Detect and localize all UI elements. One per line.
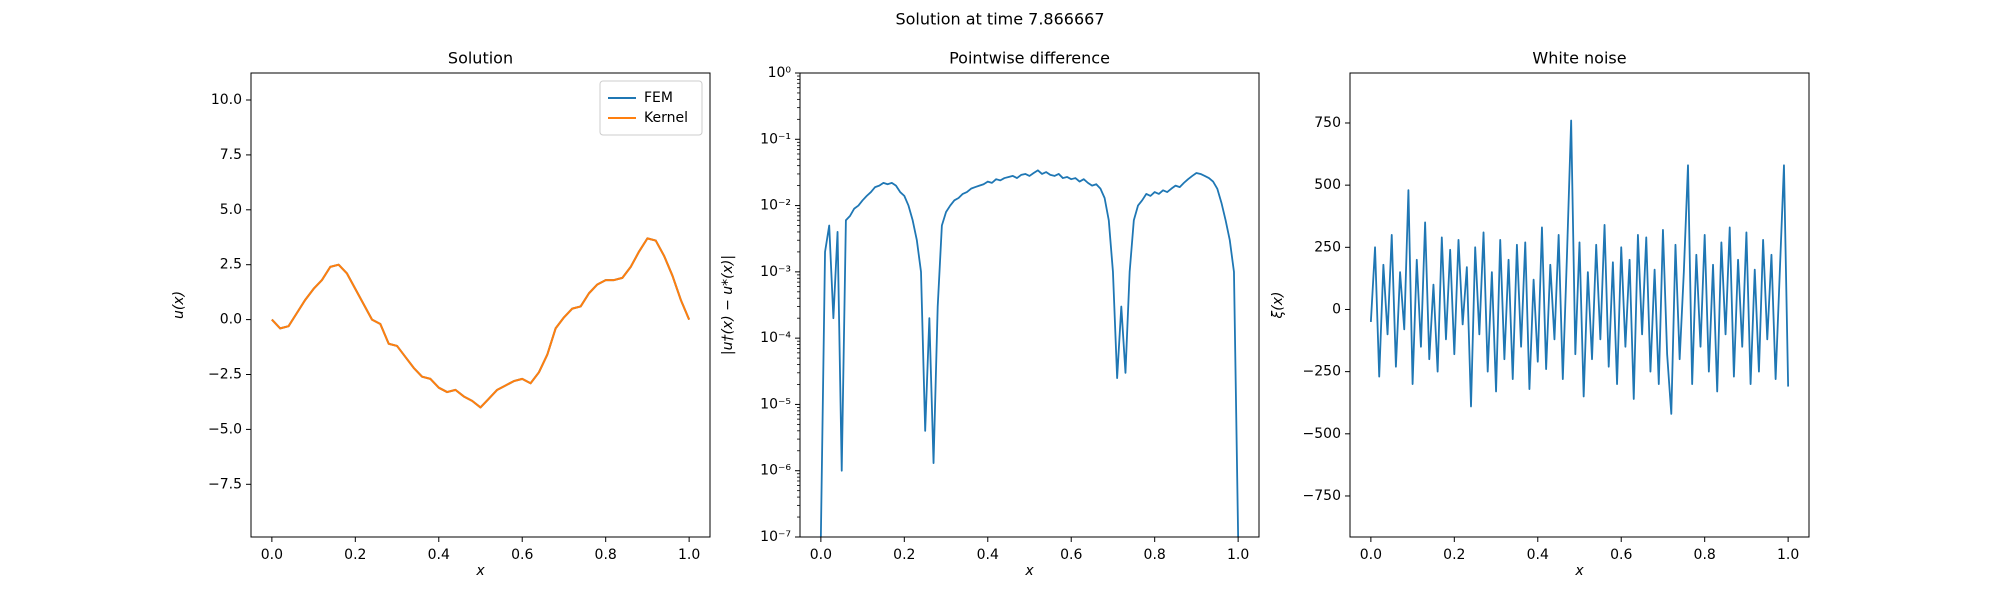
y-axis-label: u(x) (171, 291, 187, 319)
x-tick-label: 1.0 (1777, 547, 1799, 563)
x-tick-label: 0.2 (893, 547, 915, 563)
y-tick-label: −5.0 (208, 421, 242, 437)
y-tick-label: 5.0 (220, 202, 242, 218)
x-tick-label: 0.8 (1694, 547, 1716, 563)
x-tick-label: 0.8 (1144, 547, 1166, 563)
y-axis-label: |u†(x) − u*(x)| (720, 255, 736, 355)
y-tick-label: 0.0 (220, 312, 242, 328)
y-tick-label: 7.5 (220, 147, 242, 163)
x-tick-label: 1.0 (678, 547, 700, 563)
x-tick-label: 0.6 (1610, 547, 1632, 563)
y-tick-label: 10⁻⁶ (760, 463, 791, 479)
legend: FEM Kernel (599, 80, 703, 136)
y-tick-label: 10⁻⁵ (760, 396, 791, 412)
x-tick-label: 0.0 (810, 547, 832, 563)
plot-area (1369, 119, 1790, 415)
plot-area (819, 169, 1240, 537)
y-tick-label: 10⁻¹ (760, 131, 791, 147)
x-tick-label: 0.0 (1360, 547, 1382, 563)
y-tick-label: 250 (1314, 239, 1341, 255)
y-tick-label: 500 (1314, 177, 1341, 193)
y-axis-label: ξ(x) (1270, 291, 1286, 319)
legend-box (599, 80, 703, 136)
x-axis-label: x (1024, 563, 1034, 579)
y-tick-label: −7.5 (208, 476, 242, 492)
x-tick-label: 0.8 (595, 547, 617, 563)
x-tick-label: 0.4 (428, 547, 450, 563)
series-line (271, 237, 691, 409)
axes-frame (250, 72, 711, 538)
y-tick-label: 10⁻² (760, 198, 791, 214)
x-tick-label: 0.4 (1527, 547, 1549, 563)
x-tick-label: 0.2 (344, 547, 366, 563)
subplot: Solution x u(x) 0.0 0.2 0.4 0.6 0.8 1.0 −7.5 −5.0 −… (171, 49, 711, 579)
legend-label: FEM (644, 90, 673, 106)
axes-frame (799, 72, 1260, 538)
y-tick-label: 2.5 (220, 257, 242, 273)
subplot-title: Pointwise difference (949, 49, 1110, 68)
y-tick-label: 10⁰ (768, 65, 792, 81)
x-axis-label: x (475, 563, 485, 579)
x-tick-label: 0.2 (1443, 547, 1465, 563)
x-tick-label: 0.6 (1060, 547, 1082, 563)
data-line (819, 169, 1240, 537)
y-tick-label: −2.5 (208, 367, 242, 383)
figure-title: Solution at time 7.866667 (895, 10, 1104, 29)
y-tick-label: −750 (1303, 488, 1341, 504)
subplot-title: White noise (1532, 49, 1626, 68)
y-tick-label: 10⁻⁷ (760, 529, 791, 545)
y-tick-label: 0 (1332, 301, 1341, 317)
y-tick-label: 10⁻³ (760, 264, 791, 280)
legend-label: Kernel (644, 110, 688, 126)
subplot: Pointwise difference x |u†(x) − u*(x)| 0.0 0… (720, 49, 1260, 579)
y-tick-label: −250 (1303, 364, 1341, 380)
subplot: White noise x ξ(x) 0.0 0.2 0.4 0.6 0.8 1.0 −750 −5… (1270, 49, 1810, 579)
y-tick-label: 750 (1314, 115, 1341, 131)
x-tick-label: 1.0 (1227, 547, 1249, 563)
x-tick-label: 0.0 (261, 547, 283, 563)
y-tick-label: 10⁻⁴ (760, 330, 791, 346)
series-line (271, 237, 691, 409)
y-tick-label: 10.0 (211, 92, 242, 108)
x-tick-label: 0.6 (511, 547, 533, 563)
axes-frame (1349, 72, 1810, 538)
x-tick-label: 0.4 (977, 547, 999, 563)
y-tick-label: −500 (1303, 426, 1341, 442)
x-axis-label: x (1574, 563, 1584, 579)
plot-area (271, 237, 691, 409)
data-line (1369, 119, 1790, 415)
subplot-title: Solution (448, 49, 513, 68)
